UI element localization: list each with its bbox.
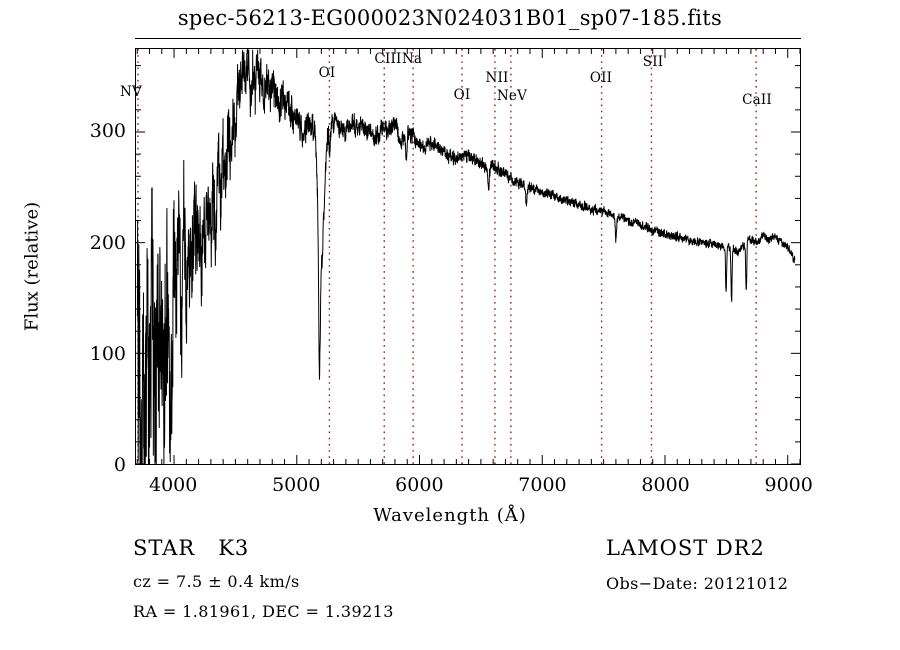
y-tick-label: 100	[89, 342, 126, 365]
page-title: spec-56213-EG000023N024031B01_sp07-185.f…	[177, 6, 723, 30]
y-tick-label: 300	[89, 120, 126, 143]
survey-name: LAMOST DR2	[606, 536, 765, 560]
spectrum-plot-area	[135, 48, 801, 465]
x-tick-label: 5000	[272, 474, 321, 496]
x-tick-label: 4000	[148, 474, 198, 496]
y-tick-label: 200	[89, 231, 126, 254]
spectrum-svg	[136, 49, 800, 464]
line-marker-label-nv: NV	[120, 84, 142, 100]
line-marker-label-oi: OI	[318, 65, 336, 81]
y-axis-tick-labels: 0 100 200 300	[62, 0, 126, 650]
line-marker-label-nev: NeV	[496, 88, 528, 104]
line-marker-label-ciii: CIII	[374, 51, 402, 67]
x-axis-label: Wavelength (Å)	[373, 505, 527, 526]
line-marker-label-oi: OI	[453, 87, 471, 103]
coordinates: RA = 1.81961, DEC = 1.39213	[133, 602, 394, 621]
x-tick-label: 9000	[764, 474, 813, 496]
line-marker-label-na: Na	[401, 51, 423, 67]
line-marker-label-caii: CaII	[742, 92, 772, 108]
y-tick-label: 0	[113, 454, 126, 476]
line-marker-label-oii: OII	[589, 70, 613, 86]
x-tick-label: 6000	[395, 474, 444, 496]
observation-date: Obs−Date: 20121012	[606, 574, 789, 593]
line-marker-label-nii: NII	[485, 70, 509, 86]
x-tick-label: 8000	[641, 474, 690, 496]
object-classification: STAR K3	[133, 536, 250, 560]
y-axis-label: Flux (relative)	[21, 201, 43, 332]
line-marker-label-sii: SII	[642, 54, 664, 70]
x-tick-label: 7000	[518, 474, 567, 496]
redshift-velocity: cz = 7.5 ± 0.4 km/s	[133, 572, 300, 591]
title-divider	[135, 38, 801, 39]
